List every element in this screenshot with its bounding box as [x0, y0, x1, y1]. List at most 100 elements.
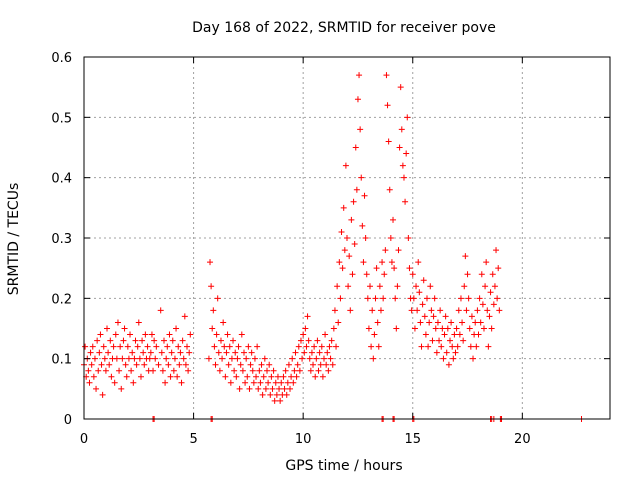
data-point — [236, 385, 243, 392]
data-point — [158, 349, 165, 356]
data-point — [417, 319, 424, 326]
data-point — [110, 343, 117, 350]
data-point — [221, 343, 228, 350]
data-point — [136, 355, 143, 362]
data-point — [159, 367, 166, 374]
y-tick-label: 0.4 — [51, 172, 72, 187]
data-point — [360, 259, 367, 266]
data-point — [220, 319, 227, 326]
data-point — [463, 307, 470, 314]
data-point — [425, 343, 432, 350]
data-point — [489, 271, 496, 278]
data-point — [99, 391, 106, 398]
data-point — [488, 325, 495, 332]
data-point — [155, 361, 162, 368]
data-point — [477, 319, 484, 326]
data-point — [415, 259, 422, 266]
data-point — [187, 331, 194, 338]
data-point — [342, 162, 349, 169]
data-point — [222, 373, 229, 380]
data-point — [377, 307, 384, 314]
data-point — [480, 325, 487, 332]
data-point — [325, 367, 332, 374]
data-point — [335, 319, 342, 326]
data-point — [153, 343, 160, 350]
data-point — [175, 343, 182, 350]
data-point — [137, 373, 144, 380]
data-point — [139, 337, 146, 344]
data-point — [470, 355, 477, 362]
data-point — [308, 349, 315, 356]
x-axis-label: GPS time / hours — [285, 458, 402, 474]
data-point — [132, 337, 139, 344]
data-point — [319, 373, 326, 380]
data-point — [282, 367, 289, 374]
data-point — [90, 373, 97, 380]
data-point — [254, 343, 261, 350]
data-point — [485, 343, 492, 350]
data-point — [385, 138, 392, 145]
data-point — [226, 343, 233, 350]
data-point — [112, 331, 119, 338]
data-point — [111, 379, 118, 386]
data-point — [317, 361, 324, 368]
data-point — [326, 343, 333, 350]
data-point — [114, 319, 121, 326]
data-point — [212, 361, 219, 368]
data-point — [370, 355, 377, 362]
data-point — [364, 295, 371, 302]
data-point — [436, 337, 443, 344]
data-point — [217, 337, 224, 344]
data-point — [486, 313, 493, 320]
data-point — [409, 271, 416, 278]
data-point — [408, 307, 415, 314]
data-point — [150, 367, 157, 374]
data-point — [294, 361, 301, 368]
data-point — [178, 379, 185, 386]
data-point — [268, 373, 275, 380]
data-point — [388, 259, 395, 266]
data-point — [270, 367, 277, 374]
data-point — [135, 319, 142, 326]
data-point — [311, 343, 318, 350]
data-point — [173, 325, 180, 332]
data-point — [113, 355, 120, 362]
data-point — [333, 343, 340, 350]
data-point — [265, 379, 272, 386]
data-point — [291, 367, 298, 374]
data-point — [346, 253, 353, 260]
data-point — [406, 265, 413, 272]
data-point — [293, 373, 300, 380]
data-point — [231, 367, 238, 374]
data-point — [185, 367, 192, 374]
data-point — [290, 379, 297, 386]
data-point — [444, 325, 451, 332]
data-point — [151, 337, 158, 344]
data-point — [419, 301, 426, 308]
data-point — [105, 349, 112, 356]
data-point — [142, 331, 149, 338]
data-point — [374, 319, 381, 326]
data-point — [421, 313, 428, 320]
data-point — [450, 355, 457, 362]
data-point — [182, 361, 189, 368]
data-point — [479, 301, 486, 308]
data-point — [353, 186, 360, 193]
data-point — [118, 385, 125, 392]
data-point — [120, 337, 127, 344]
data-point — [395, 247, 402, 254]
data-point — [459, 319, 466, 326]
data-point — [422, 331, 429, 338]
data-point — [475, 331, 482, 338]
data-point — [402, 198, 409, 205]
data-point — [227, 379, 234, 386]
data-point — [306, 355, 313, 362]
data-point — [457, 295, 464, 302]
data-point — [368, 343, 375, 350]
data-point — [256, 367, 263, 374]
data-point — [165, 361, 172, 368]
data-point — [100, 343, 107, 350]
data-point — [292, 349, 299, 356]
